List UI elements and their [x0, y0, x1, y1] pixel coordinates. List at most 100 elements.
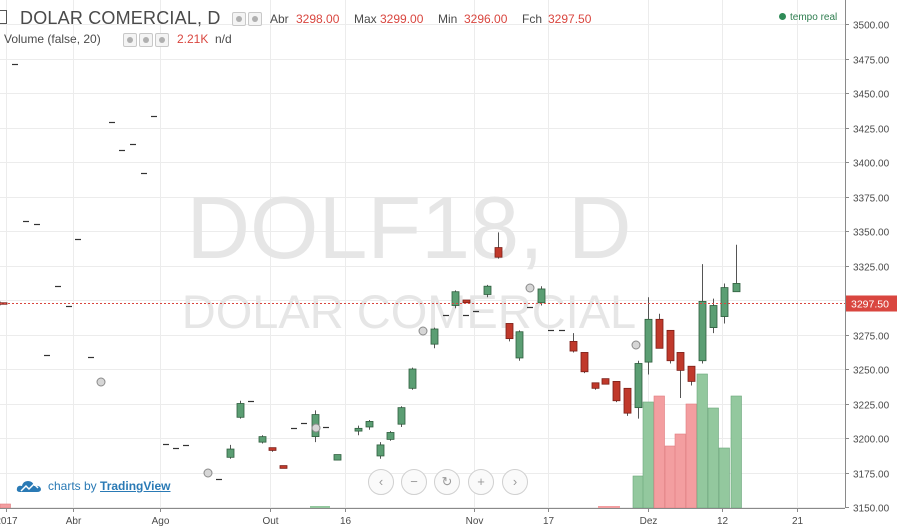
price-tick-label: 3475.00 [853, 56, 890, 67]
candle-body [655, 318, 664, 349]
event-marker-icon [96, 377, 106, 387]
event-marker-icon [418, 326, 428, 336]
candle-body [0, 302, 8, 305]
candle [430, 327, 439, 349]
candle [0, 301, 8, 306]
candle-body [258, 436, 267, 443]
price-tick-label: 3250.00 [853, 366, 890, 377]
candle [397, 406, 406, 427]
candle-body [666, 329, 675, 362]
close-icon[interactable] [155, 33, 169, 47]
volume-bar [718, 447, 730, 509]
candle-body [226, 448, 235, 458]
volume-na: n/d [215, 32, 232, 46]
settings-icon[interactable] [139, 33, 153, 47]
ohlc-value: 3299.00 [380, 12, 424, 26]
candle-body [386, 432, 395, 440]
time-axis[interactable]: 2017 Abr Ago Out 16 Nov 17 Dez 12 21 [0, 508, 845, 527]
candle-body [515, 331, 524, 359]
candle [666, 329, 675, 364]
candle-body [236, 403, 245, 418]
candle [591, 382, 600, 390]
price-tick-label: 3500.00 [853, 21, 890, 32]
reset-icon[interactable]: ↻ [434, 469, 460, 495]
time-tick-label: 2017 [0, 516, 18, 527]
candle [644, 297, 653, 375]
candle [408, 367, 417, 390]
candle [365, 420, 374, 430]
branding-link[interactable]: TradingView [100, 479, 171, 493]
candle [612, 381, 621, 403]
scroll-left-icon[interactable]: ‹ [368, 469, 394, 495]
candle [515, 330, 524, 361]
candle [494, 232, 503, 259]
watermark: DOLF18, D DOLAR COMERCIAL [182, 178, 636, 338]
candle-body [451, 291, 460, 306]
event-marker-icon [311, 423, 321, 433]
candle-body [601, 378, 610, 385]
zoom-out-icon[interactable]: − [401, 469, 427, 495]
scroll-right-icon[interactable]: › [502, 469, 528, 495]
candle [268, 447, 277, 452]
candle-body [676, 352, 685, 371]
candle-body [623, 387, 632, 414]
ohlc-label: Abr [270, 12, 289, 26]
price-axis[interactable]: 3500.00 3475.00 3450.00 3425.00 3400.00 3375.… [845, 0, 897, 531]
candle-body [612, 381, 621, 402]
candle-body [494, 247, 503, 258]
time-tick-label: Abr [66, 516, 82, 527]
symbol-open-marker [0, 10, 7, 24]
ohlc-label: Fch [522, 12, 543, 26]
event-marker-icon [525, 283, 535, 293]
volume-bar [632, 475, 644, 509]
candle-body [505, 323, 514, 340]
time-tick-label: Out [262, 516, 278, 527]
volume-bar [674, 433, 686, 509]
volume-bars [0, 373, 742, 509]
zoom-in-icon[interactable]: + [468, 469, 494, 495]
time-tick-label: Dez [640, 516, 658, 527]
candle-body [537, 288, 546, 304]
ohlc-label: Max [354, 12, 377, 26]
candle-body [268, 447, 277, 451]
volume-bar [0, 503, 11, 509]
settings-icon[interactable] [232, 12, 246, 26]
candles [0, 63, 845, 481]
candle [709, 298, 718, 334]
volume-bar [642, 401, 654, 509]
price-tick-label: 3350.00 [853, 228, 890, 239]
candle [354, 425, 363, 436]
branding-prefix: charts by [48, 479, 97, 493]
price-tick-label: 3225.00 [853, 401, 890, 412]
candle-body [279, 465, 288, 469]
candle-body [591, 382, 600, 389]
price-tick-label: 3325.00 [853, 263, 890, 274]
event-markers [96, 283, 641, 478]
price-tick-label: 3400.00 [853, 159, 890, 170]
candle-body [698, 300, 707, 362]
price-axis-bg [845, 0, 897, 531]
volume-bar [653, 395, 665, 509]
candle [483, 284, 492, 298]
ohlc-value: 3298.00 [296, 12, 340, 26]
eye-icon[interactable] [123, 33, 137, 47]
price-tick-label: 3200.00 [853, 435, 890, 446]
price-tick-label: 3275.00 [853, 332, 890, 343]
price-tick-label: 3375.00 [853, 194, 890, 205]
watermark-name: DOLAR COMERCIAL [182, 285, 636, 338]
candle [258, 435, 267, 444]
volume-bar [696, 373, 708, 509]
candle-body [709, 305, 718, 328]
candle-body [365, 421, 374, 428]
event-marker-icon [203, 468, 213, 478]
price-tick-label: 3450.00 [853, 90, 890, 101]
cloud-icon [16, 481, 41, 492]
volume-value: 2.21K [177, 32, 209, 46]
volume-bar [664, 445, 676, 509]
symbol-title[interactable]: DOLAR COMERCIAL, D [20, 8, 221, 28]
volume-label[interactable]: Volume (false, 20) [4, 32, 101, 46]
close-icon[interactable] [248, 12, 262, 26]
branding[interactable]: charts by TradingView [16, 478, 171, 494]
